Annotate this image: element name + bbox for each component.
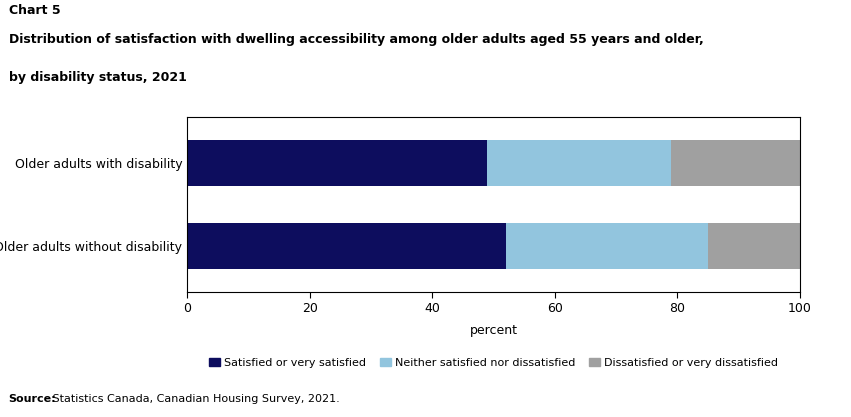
X-axis label: percent: percent [470,324,517,337]
Bar [708,223,800,269]
Text: Chart 5: Chart 5 [9,4,60,17]
Text: Distribution of satisfaction with dwelling accessibility among older adults aged: Distribution of satisfaction with dwelli… [9,33,703,46]
Text: Source:: Source: [9,394,56,404]
Bar [671,140,800,186]
Text: Statistics Canada, Canadian Housing Survey, 2021.: Statistics Canada, Canadian Housing Surv… [49,394,340,404]
Legend: Satisfied or very satisfied, Neither satisfied nor dissatisfied, Dissatisfied or: Satisfied or very satisfied, Neither sat… [204,354,783,372]
Bar [505,223,708,269]
Bar [488,140,671,186]
Text: by disability status, 2021: by disability status, 2021 [9,71,186,84]
Bar [187,140,488,186]
Bar [187,223,505,269]
